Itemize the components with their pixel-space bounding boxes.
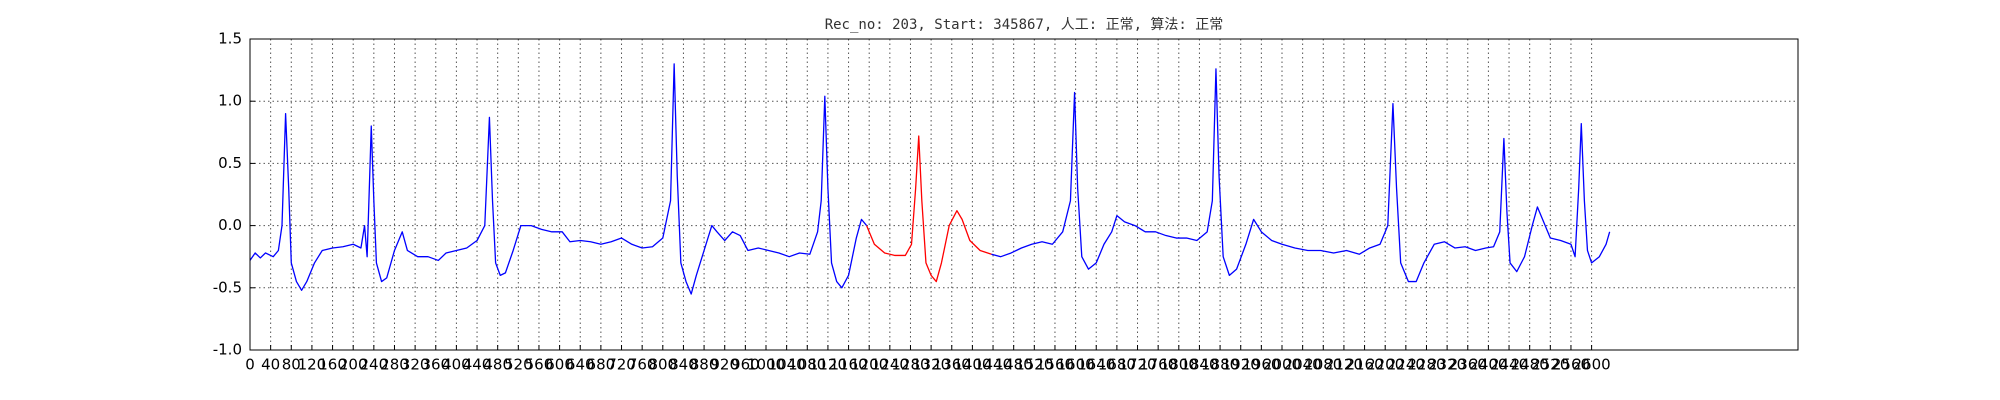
x-tick-label: 800 xyxy=(648,356,677,374)
x-tick-label: 1520 xyxy=(1015,356,1053,374)
x-tick-label: 2600 xyxy=(1573,356,1611,374)
ecg-line xyxy=(991,68,1611,283)
x-tick-label: 840 xyxy=(669,356,698,374)
x-tick-label: 1040 xyxy=(768,356,806,374)
x-tick-label: 1480 xyxy=(995,356,1033,374)
x-tick-label: 1240 xyxy=(871,356,909,374)
x-tick-label: 1560 xyxy=(1036,356,1074,374)
x-tick-label: 240 xyxy=(360,356,389,374)
x-tick-label: 200 xyxy=(339,356,368,374)
x-tick-label: 2120 xyxy=(1325,356,1363,374)
x-tick-label: 1400 xyxy=(953,356,991,374)
x-tick-label: 1200 xyxy=(850,356,888,374)
x-tick-label: 1760 xyxy=(1139,356,1177,374)
x-tick-label: 0 xyxy=(245,356,255,374)
x-tick-label: 1080 xyxy=(788,356,826,374)
x-tick-label: 1720 xyxy=(1118,356,1156,374)
x-tick-label: 1960 xyxy=(1242,356,1280,374)
x-tick-label: 1680 xyxy=(1098,356,1136,374)
grid-layer xyxy=(249,38,1798,351)
x-tick-label: 2000 xyxy=(1263,356,1301,374)
plot-frame xyxy=(249,38,1799,351)
x-tick-label: 720 xyxy=(607,356,636,374)
y-tick-label: 0.5 xyxy=(218,154,242,172)
x-tick-label: 2440 xyxy=(1490,356,1528,374)
x-tick-label: 40 xyxy=(261,356,280,374)
x-tick-label: 2320 xyxy=(1428,356,1466,374)
x-tick-label: 440 xyxy=(463,356,492,374)
x-tick-label: 360 xyxy=(421,356,450,374)
plot-layer xyxy=(249,63,1611,295)
x-tick-label: 1120 xyxy=(809,356,847,374)
x-tick-label: 120 xyxy=(298,356,327,374)
x-tick-label: 1840 xyxy=(1180,356,1218,374)
x-tick-label: 2240 xyxy=(1387,356,1425,374)
x-tick-label: 880 xyxy=(690,356,719,374)
x-tick-label: 1360 xyxy=(933,356,971,374)
chart-title: Rec_no: 203, Start: 345867, 人工: 正常, 算法: … xyxy=(825,17,1224,33)
x-tick-label: 1600 xyxy=(1057,356,1095,374)
x-tick-label: 2480 xyxy=(1511,356,1549,374)
tick-label-layer: 0 40 8012016020024028032036040044048052056… xyxy=(213,30,1611,374)
x-tick-label: 680 xyxy=(587,356,616,374)
x-tick-label: 2520 xyxy=(1531,356,1569,374)
x-tick-label: 1880 xyxy=(1201,356,1239,374)
x-tick-label: 1440 xyxy=(974,356,1012,374)
y-tick-label: -0.5 xyxy=(213,278,242,296)
x-tick-label: 1280 xyxy=(891,356,929,374)
y-tick-label: 1.0 xyxy=(218,92,242,110)
x-tick-label: 2560 xyxy=(1552,356,1590,374)
x-tick-label: 280 xyxy=(380,356,409,374)
x-tick-label: 1320 xyxy=(912,356,950,374)
x-tick-label: 2160 xyxy=(1345,356,1383,374)
x-tick-label: 560 xyxy=(525,356,554,374)
x-tick-label: 80 xyxy=(282,356,301,374)
x-tick-label: 1800 xyxy=(1160,356,1198,374)
x-tick-label: 2200 xyxy=(1366,356,1404,374)
x-tick-label: 960 xyxy=(731,356,760,374)
x-tick-label: 520 xyxy=(504,356,533,374)
ecg-line xyxy=(866,135,992,283)
x-tick-label: 2360 xyxy=(1449,356,1487,374)
y-tick-label: -1.0 xyxy=(213,341,242,359)
x-tick-label: 2400 xyxy=(1469,356,1507,374)
x-tick-label: 1640 xyxy=(1077,356,1115,374)
x-tick-label: 600 xyxy=(545,356,574,374)
x-tick-label: 640 xyxy=(566,356,595,374)
ecg-line xyxy=(249,63,868,295)
x-tick-label: 160 xyxy=(318,356,347,374)
x-tick-label: 400 xyxy=(442,356,471,374)
y-tick-label: 1.5 xyxy=(218,30,242,48)
x-tick-label: 2040 xyxy=(1284,356,1322,374)
x-tick-label: 1000 xyxy=(747,356,785,374)
x-tick-label: 1160 xyxy=(829,356,867,374)
x-tick-label: 2280 xyxy=(1407,356,1445,374)
x-tick-label: 1920 xyxy=(1222,356,1260,374)
x-tick-label: 320 xyxy=(401,356,430,374)
x-tick-label: 480 xyxy=(483,356,512,374)
x-tick-label: 760 xyxy=(628,356,657,374)
y-tick-label: 0.0 xyxy=(218,216,242,234)
x-tick-label: 2080 xyxy=(1304,356,1342,374)
x-tick-label: 920 xyxy=(710,356,739,374)
